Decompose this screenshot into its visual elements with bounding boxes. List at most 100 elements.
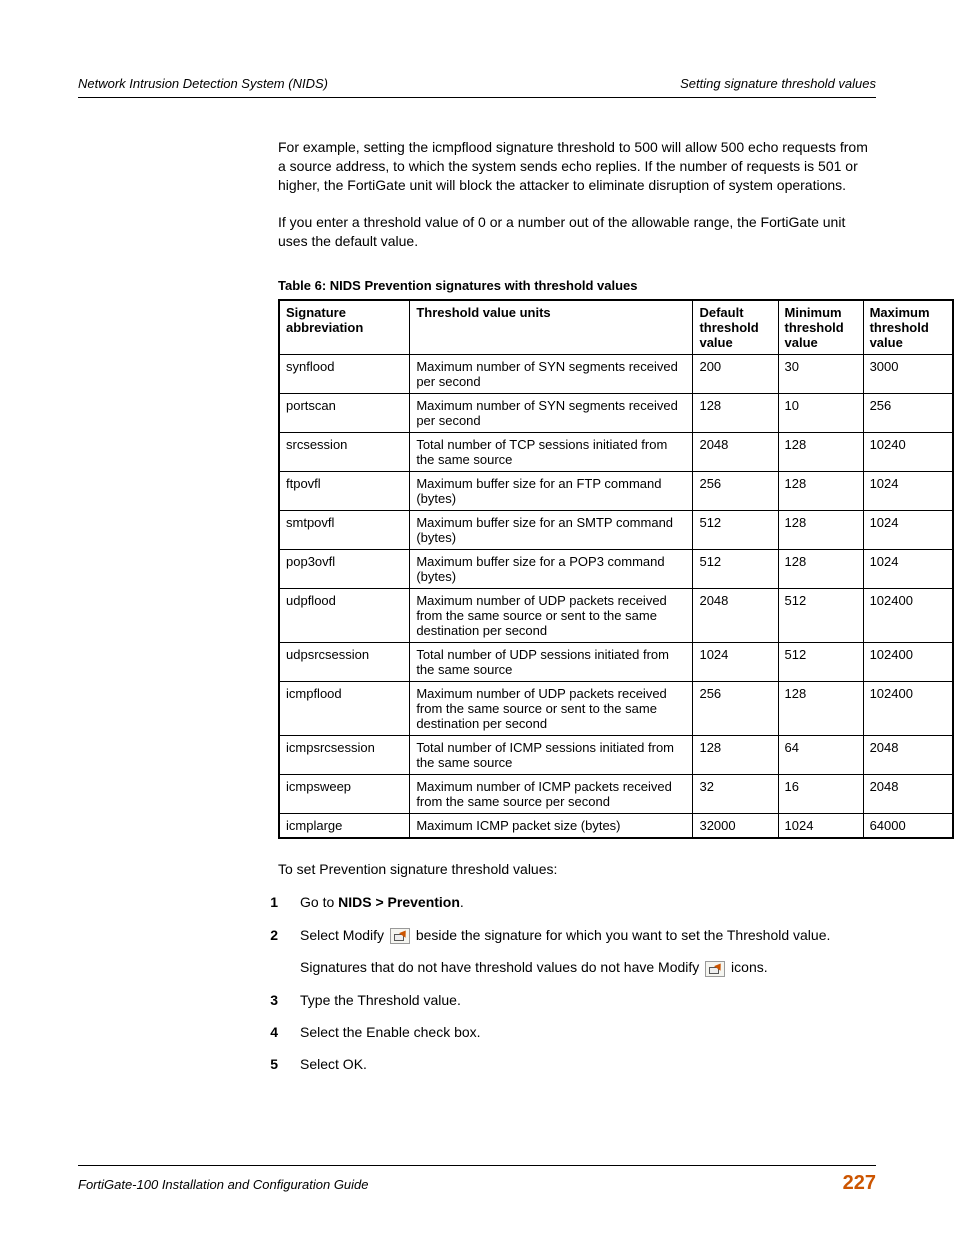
step-number: 1 bbox=[256, 891, 278, 913]
step-text: Select the Enable check box. bbox=[300, 1021, 876, 1043]
step-text: Select Modify beside the signature for w… bbox=[300, 924, 876, 979]
cell-default: 200 bbox=[693, 355, 778, 394]
cell-max: 2048 bbox=[863, 736, 953, 775]
cell-min: 1024 bbox=[778, 814, 863, 839]
table-row: smtpovflMaximum buffer size for an SMTP … bbox=[279, 511, 953, 550]
cell-min: 128 bbox=[778, 550, 863, 589]
caption-title: NIDS Prevention signatures with threshol… bbox=[330, 278, 638, 293]
table-row: icmpsweepMaximum number of ICMP packets … bbox=[279, 775, 953, 814]
cell-default: 32 bbox=[693, 775, 778, 814]
step-text: Select OK. bbox=[300, 1053, 876, 1075]
cell-min: 512 bbox=[778, 643, 863, 682]
running-header: Network Intrusion Detection System (NIDS… bbox=[78, 76, 876, 98]
caption-prefix: Table 6: bbox=[278, 278, 330, 293]
cell-units: Maximum buffer size for a POP3 command (… bbox=[410, 550, 693, 589]
step3-text: Type the Threshold value. bbox=[300, 989, 876, 1011]
table-row: ftpovflMaximum buffer size for an FTP co… bbox=[279, 472, 953, 511]
cell-default: 2048 bbox=[693, 589, 778, 643]
paragraph-2: If you enter a threshold value of 0 or a… bbox=[278, 213, 876, 251]
cell-min: 128 bbox=[778, 682, 863, 736]
cell-abbr: icmpsweep bbox=[279, 775, 410, 814]
step-number: 5 bbox=[256, 1053, 278, 1075]
cell-min: 30 bbox=[778, 355, 863, 394]
th-max: Maximum threshold value bbox=[863, 300, 953, 355]
step1-suffix: . bbox=[460, 894, 464, 910]
step2-line2-b: icons. bbox=[727, 959, 767, 975]
cell-abbr: icmpflood bbox=[279, 682, 410, 736]
page-number: 227 bbox=[843, 1172, 876, 1195]
cell-abbr: udpsrcsession bbox=[279, 643, 410, 682]
step5-text: Select OK. bbox=[300, 1053, 876, 1075]
step-number: 3 bbox=[256, 989, 278, 1011]
signatures-table: Signature abbreviation Threshold value u… bbox=[278, 299, 954, 839]
step-1: 1 Go to NIDS > Prevention. bbox=[256, 891, 876, 913]
cell-max: 256 bbox=[863, 394, 953, 433]
cell-units: Total number of UDP sessions initiated f… bbox=[410, 643, 693, 682]
cell-default: 32000 bbox=[693, 814, 778, 839]
step2-line1-b: beside the signature for which you want … bbox=[412, 927, 830, 943]
th-min: Minimum threshold value bbox=[778, 300, 863, 355]
cell-units: Maximum number of UDP packets received f… bbox=[410, 589, 693, 643]
footer-left: FortiGate-100 Installation and Configura… bbox=[78, 1177, 369, 1192]
step-text: Go to NIDS > Prevention. bbox=[300, 891, 876, 913]
cell-min: 64 bbox=[778, 736, 863, 775]
cell-units: Maximum number of UDP packets received f… bbox=[410, 682, 693, 736]
cell-max: 102400 bbox=[863, 682, 953, 736]
table-row: srcsessionTotal number of TCP sessions i… bbox=[279, 433, 953, 472]
modify-icon bbox=[705, 961, 725, 977]
cell-units: Maximum number of SYN segments received … bbox=[410, 355, 693, 394]
header-left: Network Intrusion Detection System (NIDS… bbox=[78, 76, 328, 91]
step4-text: Select the Enable check box. bbox=[300, 1021, 876, 1043]
cell-default: 2048 bbox=[693, 433, 778, 472]
cell-min: 128 bbox=[778, 433, 863, 472]
step-3: 3 Type the Threshold value. bbox=[256, 989, 876, 1011]
th-abbr: Signature abbreviation bbox=[279, 300, 410, 355]
table-row: synfloodMaximum number of SYN segments r… bbox=[279, 355, 953, 394]
cell-abbr: pop3ovfl bbox=[279, 550, 410, 589]
cell-min: 512 bbox=[778, 589, 863, 643]
cell-units: Maximum buffer size for an FTP command (… bbox=[410, 472, 693, 511]
cell-max: 64000 bbox=[863, 814, 953, 839]
step1-prefix: Go to bbox=[300, 894, 338, 910]
step2-line2-a: Signatures that do not have threshold va… bbox=[300, 959, 703, 975]
cell-default: 512 bbox=[693, 550, 778, 589]
cell-max: 102400 bbox=[863, 589, 953, 643]
cell-min: 128 bbox=[778, 472, 863, 511]
cell-abbr: portscan bbox=[279, 394, 410, 433]
cell-max: 1024 bbox=[863, 511, 953, 550]
table-caption: Table 6: NIDS Prevention signatures with… bbox=[278, 278, 876, 293]
running-footer: FortiGate-100 Installation and Configura… bbox=[78, 1165, 876, 1195]
table-row: udpfloodMaximum number of UDP packets re… bbox=[279, 589, 953, 643]
cell-units: Maximum number of ICMP packets received … bbox=[410, 775, 693, 814]
step-4: 4 Select the Enable check box. bbox=[256, 1021, 876, 1043]
step1-bold: NIDS > Prevention bbox=[338, 894, 460, 910]
cell-max: 10240 bbox=[863, 433, 953, 472]
cell-max: 1024 bbox=[863, 550, 953, 589]
cell-abbr: icmpsrcsession bbox=[279, 736, 410, 775]
cell-abbr: ftpovfl bbox=[279, 472, 410, 511]
step-text: Type the Threshold value. bbox=[300, 989, 876, 1011]
procedure-intro: To set Prevention signature threshold va… bbox=[278, 861, 876, 877]
document-page: Network Intrusion Detection System (NIDS… bbox=[0, 0, 954, 1235]
table-row: icmplargeMaximum ICMP packet size (bytes… bbox=[279, 814, 953, 839]
cell-min: 10 bbox=[778, 394, 863, 433]
paragraph-1: For example, setting the icmpflood signa… bbox=[278, 138, 876, 195]
cell-abbr: smtpovfl bbox=[279, 511, 410, 550]
cell-default: 1024 bbox=[693, 643, 778, 682]
cell-units: Total number of ICMP sessions initiated … bbox=[410, 736, 693, 775]
cell-units: Maximum number of SYN segments received … bbox=[410, 394, 693, 433]
cell-abbr: srcsession bbox=[279, 433, 410, 472]
step-2: 2 Select Modify beside the signature for… bbox=[256, 924, 876, 979]
header-right: Setting signature threshold values bbox=[680, 76, 876, 91]
table-row: icmpsrcsessionTotal number of ICMP sessi… bbox=[279, 736, 953, 775]
cell-default: 128 bbox=[693, 736, 778, 775]
table-header-row: Signature abbreviation Threshold value u… bbox=[279, 300, 953, 355]
table-row: pop3ovflMaximum buffer size for a POP3 c… bbox=[279, 550, 953, 589]
cell-units: Maximum buffer size for an SMTP command … bbox=[410, 511, 693, 550]
cell-default: 256 bbox=[693, 472, 778, 511]
cell-units: Maximum ICMP packet size (bytes) bbox=[410, 814, 693, 839]
step-5: 5 Select OK. bbox=[256, 1053, 876, 1075]
table-row: udpsrcsessionTotal number of UDP session… bbox=[279, 643, 953, 682]
step-number: 2 bbox=[256, 924, 278, 946]
th-default: Default threshold value bbox=[693, 300, 778, 355]
